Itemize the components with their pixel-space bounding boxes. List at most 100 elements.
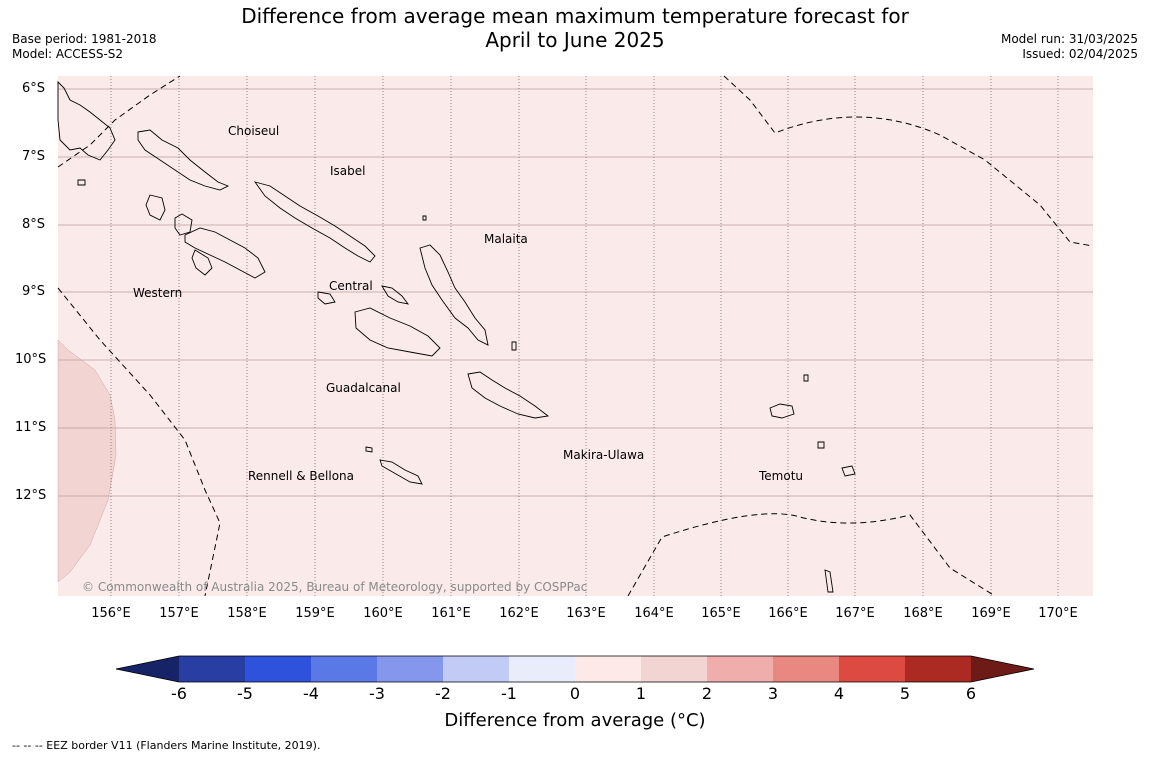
region-label: Malaita [484, 232, 528, 246]
ulawa-island [511, 341, 517, 351]
colorbar-tick: -6 [171, 684, 187, 703]
longitude-label: 166°E [768, 606, 808, 621]
latitude-label: 8°S [22, 217, 46, 232]
coastlines [57, 80, 856, 593]
vanikoro-island [841, 465, 856, 477]
malaita-island [419, 244, 489, 346]
colorbar-high-extension [971, 656, 1034, 682]
colorbar-swatch [509, 656, 575, 682]
colorbar-swatch [773, 656, 839, 682]
colorbar-tick: 3 [767, 684, 779, 703]
longitude-label: 161°E [431, 606, 471, 621]
colorbar [115, 655, 1035, 683]
choiseul-island [137, 129, 230, 191]
colorbar-tick: -5 [237, 684, 253, 703]
base-period: Base period: 1981-2018 [12, 32, 157, 46]
nggela-islands [381, 285, 410, 305]
colorbar-tick: -1 [501, 684, 517, 703]
isabel-island [253, 181, 376, 263]
nendo-island [769, 403, 795, 419]
colorbar-swatch [905, 656, 971, 682]
tikopia-anuta-islands [824, 569, 834, 593]
latitude-label: 11°S [15, 420, 47, 435]
colorbar-tick: 1 [635, 684, 647, 703]
eez-borders [57, 75, 1094, 597]
meta-left: Base period: 1981-2018 Model: ACCESS-S2 [12, 32, 157, 62]
ontong-java-island [422, 215, 427, 221]
eez-footnote: -- -- -- EEZ border V11 (Flanders Marine… [12, 739, 321, 752]
colorbar-swatch [245, 656, 311, 682]
region-label: Western [133, 286, 183, 300]
region-label: Isabel [330, 164, 366, 178]
colorbar-tick: -3 [369, 684, 385, 703]
longitude-label: 160°E [363, 606, 403, 621]
latitude-label: 10°S [15, 352, 47, 367]
map-title: Difference from average mean maximum tem… [0, 4, 1150, 52]
region-label: Makira-Ulawa [563, 448, 645, 462]
colorbar-swatch [377, 656, 443, 682]
colorbar-swatch [641, 656, 707, 682]
colorbar-tick: 4 [833, 684, 845, 703]
rendova-island [191, 249, 213, 276]
longitude-label: 165°E [701, 606, 741, 621]
colorbar-tick: 2 [701, 684, 713, 703]
region-label: Choiseul [228, 124, 280, 138]
model-run: Model run: 31/03/2025 [1000, 32, 1138, 46]
longitude-label: 163°E [566, 606, 606, 621]
colorbar-tick: 6 [965, 684, 977, 703]
colorbar-swatch [707, 656, 773, 682]
region-label: Rennell & Bellona [248, 469, 355, 483]
colorbar-low-extension [116, 656, 179, 682]
issued-date: Issued: 02/04/2025 [1022, 47, 1138, 61]
region-label: Temotu [759, 469, 804, 483]
colorbar-label: Difference from average (°C) [444, 710, 706, 731]
new-georgia-island [184, 227, 266, 279]
colorbar-tick: -2 [435, 684, 451, 703]
colorbar-swatch [575, 656, 641, 682]
longitude-label: 168°E [903, 606, 943, 621]
colorbar-tick: 5 [899, 684, 911, 703]
colorbar-swatch [839, 656, 905, 682]
title-line-1: Difference from average mean maximum tem… [241, 4, 909, 28]
region-label: Guadalcanal [326, 381, 401, 395]
eez-border-line [723, 75, 1094, 247]
vella-lavella-island [145, 194, 166, 221]
utupua-island [817, 441, 825, 449]
longitude-label: 170°E [1038, 606, 1078, 621]
bougainville-island [57, 80, 116, 161]
longitude-label: 158°E [227, 606, 267, 621]
eez-border-line [627, 513, 996, 597]
eez-border-line [57, 75, 181, 168]
makira-island [467, 371, 550, 419]
meta-right: Model run: 31/03/2025 Issued: 02/04/2025 [1001, 32, 1138, 62]
longitude-label: 156°E [91, 606, 131, 621]
colorbar-tick: -4 [303, 684, 319, 703]
longitude-label: 159°E [295, 606, 335, 621]
rennell-island [379, 459, 423, 485]
longitude-label: 167°E [835, 606, 875, 621]
graticule [58, 76, 1093, 596]
map-background [58, 76, 1093, 596]
russell-islands [317, 291, 336, 305]
colorbar-outline [115, 655, 1035, 683]
western-warmer-area [57, 339, 117, 583]
colorbar-swatch [443, 656, 509, 682]
longitude-label: 164°E [634, 606, 674, 621]
latitude-label: 9°S [22, 284, 46, 299]
kolombangara-island [174, 213, 193, 236]
title-line-2: April to June 2025 [485, 28, 665, 52]
colorbar-tick: 0 [569, 684, 581, 703]
longitude-label: 169°E [971, 606, 1011, 621]
longitude-label: 157°E [159, 606, 199, 621]
latitude-label: 7°S [22, 149, 46, 164]
longitude-label: 162°E [499, 606, 539, 621]
latitude-label: 6°S [22, 81, 46, 96]
guadalcanal-island [354, 307, 441, 357]
bellona-island [365, 446, 373, 453]
copyright-notice: © Commonwealth of Australia 2025, Bureau… [82, 580, 588, 594]
reef-islands [803, 374, 809, 382]
latitude-label: 12°S [15, 488, 47, 503]
model-name: Model: ACCESS-S2 [12, 47, 124, 61]
region-label: Central [329, 279, 373, 293]
